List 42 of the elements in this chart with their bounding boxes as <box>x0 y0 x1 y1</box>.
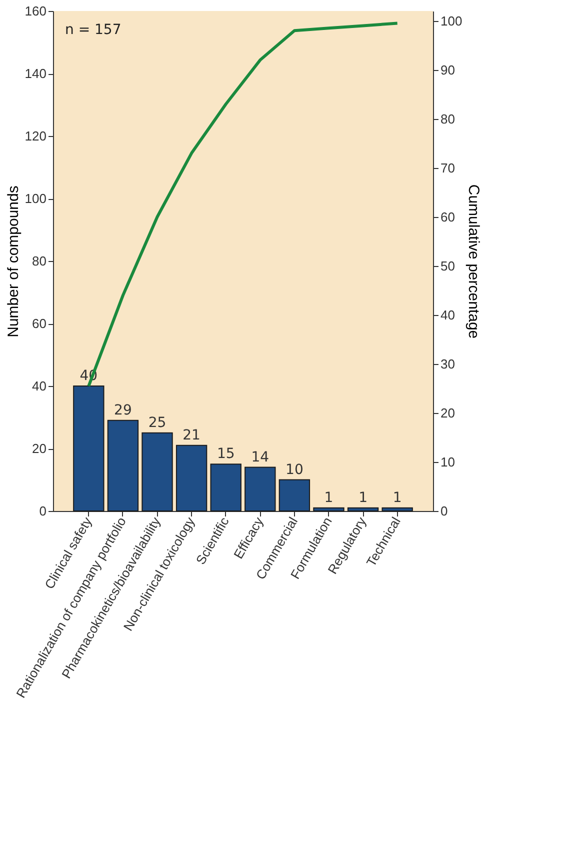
bar <box>210 464 242 512</box>
y2-tick-label: 40 <box>440 307 455 322</box>
y2-tick-label: 10 <box>440 454 455 470</box>
annotation: n = 157 <box>65 22 122 38</box>
bar <box>382 507 413 512</box>
y-tick-label: 20 <box>32 441 46 456</box>
y-tick-label: 100 <box>24 191 46 206</box>
data-label: 14 <box>251 449 270 466</box>
y2-tick-label: 30 <box>440 356 455 372</box>
data-label: 10 <box>286 462 304 478</box>
bar <box>73 386 104 512</box>
data-label: 1 <box>324 490 334 506</box>
bar <box>347 507 379 512</box>
bar <box>142 432 173 512</box>
y-tick-label: 40 <box>32 378 46 394</box>
data-label: 21 <box>182 427 200 444</box>
bar <box>244 466 276 512</box>
bar <box>107 420 139 512</box>
y-tick-label: 120 <box>24 128 46 144</box>
y-tick-label: 0 <box>39 504 46 518</box>
y2-tick-label: 70 <box>440 160 455 176</box>
bar <box>313 507 344 512</box>
data-label: 1 <box>392 490 402 506</box>
y-tick-label: 140 <box>24 66 46 81</box>
y2-tick-label: 50 <box>440 258 455 274</box>
data-label: 15 <box>216 446 235 462</box>
y2-tick-label: 90 <box>440 62 455 78</box>
y-axis-title: Number of compounds <box>4 186 22 338</box>
y2-tick-label: 100 <box>440 13 462 28</box>
y2-tick-label: 20 <box>440 405 455 420</box>
y2-tick-label: 60 <box>440 209 455 224</box>
y-tick-label: 160 <box>24 4 46 18</box>
data-label: 25 <box>148 414 166 431</box>
y2-axis-title: Cumulative percentage <box>465 184 482 339</box>
y2-tick-label: 80 <box>440 111 455 126</box>
bar <box>176 444 208 512</box>
y2-tick-label: 0 <box>440 504 448 518</box>
y-tick-label: 80 <box>32 254 46 268</box>
bar <box>278 479 310 512</box>
y-tick-label: 60 <box>32 316 46 331</box>
data-label: 1 <box>358 490 368 506</box>
data-label: 29 <box>114 402 132 418</box>
